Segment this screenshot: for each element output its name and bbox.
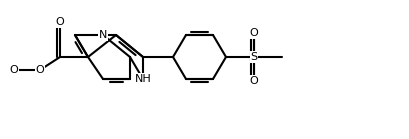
Text: NH: NH — [134, 74, 151, 84]
Text: O: O — [36, 65, 44, 75]
Text: O: O — [9, 65, 18, 75]
Text: S: S — [250, 52, 257, 62]
Text: N: N — [99, 30, 107, 40]
Text: O: O — [56, 17, 64, 27]
Text: O: O — [249, 28, 258, 38]
Text: O: O — [249, 76, 258, 86]
